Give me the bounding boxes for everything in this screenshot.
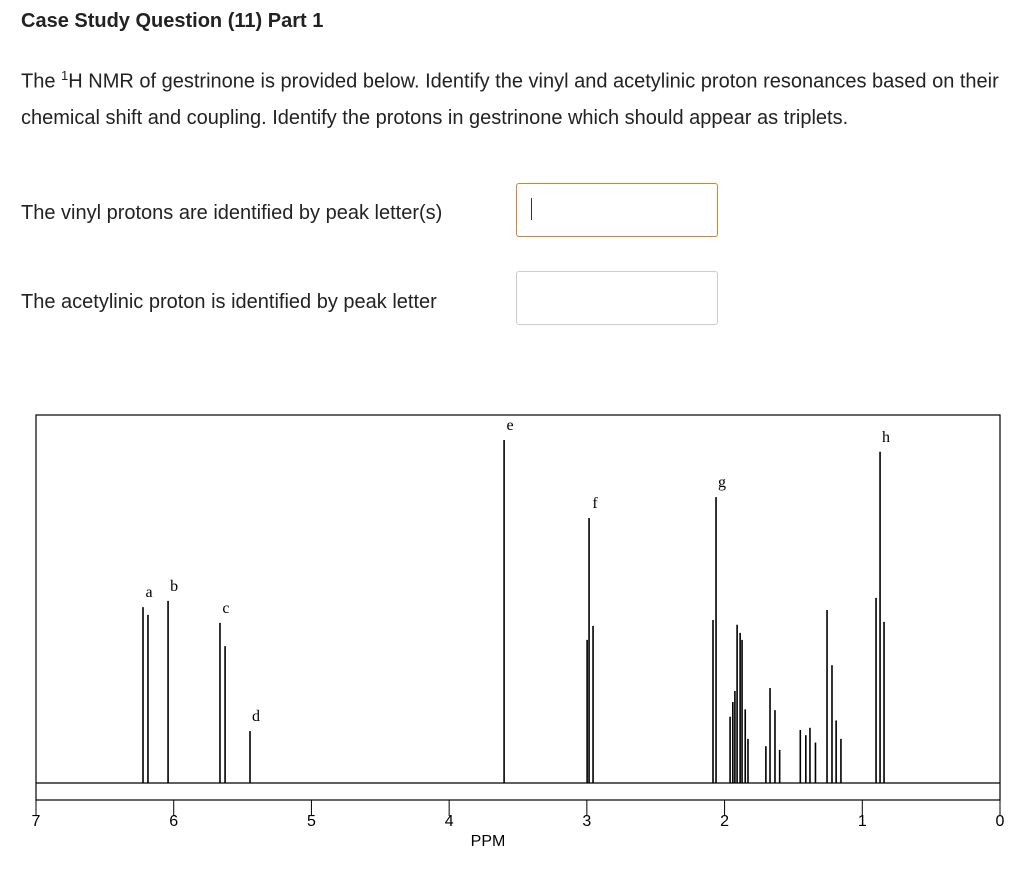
peak-label: b xyxy=(170,578,178,595)
plot-frame xyxy=(35,414,1001,801)
question-title: Case Study Question (11) Part 1 xyxy=(21,10,324,32)
prompt: The 1H NMR of gestrinone is provided bel… xyxy=(21,58,1011,136)
question-label: The acetylinic proton is identified by p… xyxy=(21,291,437,313)
x-tick-label: 1 xyxy=(858,813,867,830)
nmr-spectrum: 7 6 5 4 3 2 1 0 PPM a b c d e f g h xyxy=(32,414,1005,850)
x-tick-label: 7 xyxy=(32,813,41,830)
x-axis-label: PPM xyxy=(471,833,506,850)
answer-input[interactable] xyxy=(516,271,718,325)
x-tick-label: 3 xyxy=(582,813,591,830)
peak-label: d xyxy=(252,708,260,725)
x-tick-label: 6 xyxy=(169,813,178,830)
peak-label: g xyxy=(718,474,726,491)
answer-input[interactable] xyxy=(516,183,718,237)
x-tick-label: 5 xyxy=(307,813,316,830)
peak-label: f xyxy=(592,495,598,512)
x-tick-label: 0 xyxy=(996,813,1005,830)
prompt-text: H NMR of gestrinone is provided below. I… xyxy=(21,70,999,129)
peak-label: e xyxy=(507,417,514,434)
prompt-text: The xyxy=(21,70,62,93)
x-tick-label: 2 xyxy=(720,813,729,830)
peak-label: c xyxy=(222,600,229,617)
superscript: 1 xyxy=(61,68,69,83)
text-cursor xyxy=(531,198,532,220)
peak-label: a xyxy=(145,584,152,601)
x-tick-label: 4 xyxy=(445,813,454,830)
question-label: The vinyl protons are identified by peak… xyxy=(21,202,443,224)
peak-label: h xyxy=(882,429,890,446)
